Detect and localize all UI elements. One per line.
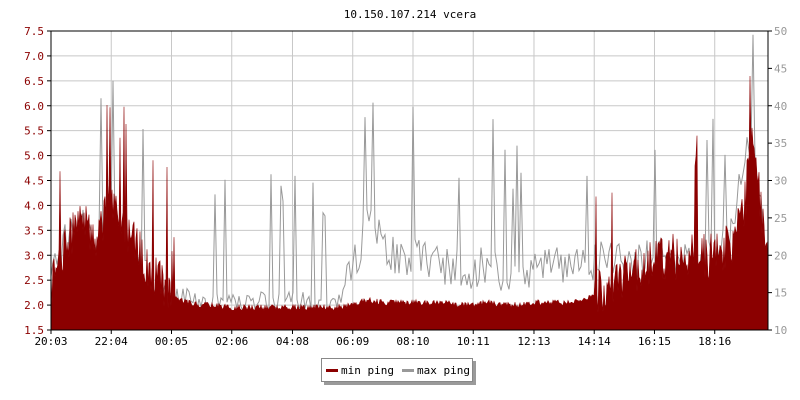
x-tick-label-2: 00:05 — [155, 335, 188, 348]
right-tick-label-5: 35 — [774, 137, 787, 150]
series-layer — [50, 34, 769, 331]
left-tick-label-6: 4.5 — [24, 175, 44, 188]
x-tick-label-6: 08:10 — [396, 335, 429, 348]
left-tick-label-4: 3.5 — [24, 224, 44, 237]
left-tick-label-11: 7.0 — [24, 50, 44, 63]
x-axis-ticks: 20:03 22:04 00:05 02:06 04:08 06:09 08:10 10:11… — [34, 330, 731, 348]
right-tick-label-1: 15 — [774, 287, 787, 300]
right-tick-label-0: 10 — [774, 324, 787, 337]
left-tick-label-7: 5.0 — [24, 150, 44, 163]
left-tick-label-8: 5.5 — [24, 125, 44, 138]
max-ping-swatch — [401, 368, 414, 372]
left-tick-label-1: 2.0 — [24, 299, 44, 312]
legend-item-min-ping: min ping — [326, 364, 394, 377]
right-tick-label-2: 20 — [774, 249, 787, 262]
x-tick-label-5: 06:09 — [336, 335, 369, 348]
right-tick-label-8: 50 — [774, 25, 787, 38]
min-ping-swatch — [326, 368, 338, 372]
x-tick-label-10: 16:15 — [638, 335, 671, 348]
left-tick-label-9: 6.0 — [24, 100, 44, 113]
right-tick-label-4: 30 — [774, 175, 787, 188]
x-tick-label-9: 14:14 — [578, 335, 611, 348]
x-tick-label-4: 04:08 — [276, 335, 309, 348]
x-tick-label-3: 02:06 — [215, 335, 248, 348]
left-tick-label-10: 6.5 — [24, 75, 44, 88]
right-axis-ticks: 10 15 20 25 30 35 40 45 50 — [768, 25, 787, 337]
right-tick-label-3: 25 — [774, 212, 787, 225]
x-tick-label-8: 12:13 — [517, 335, 550, 348]
left-axis-ticks: 1.5 2.0 2.5 3.0 3.5 4.0 4.5 5.0 5.5 6.0 6.5 7.0 7.5 — [24, 25, 51, 337]
x-tick-label-7: 10:11 — [457, 335, 490, 348]
left-tick-label-3: 3.0 — [24, 249, 44, 262]
x-tick-label-11: 18:16 — [698, 335, 731, 348]
legend-label-max-ping: max ping — [416, 363, 470, 377]
left-tick-label-2: 2.5 — [24, 274, 44, 287]
legend-label-min-ping: min ping — [341, 363, 394, 377]
chart-title: 10.150.107.214 vcera — [344, 8, 476, 21]
left-tick-label-5: 4.0 — [24, 199, 44, 212]
x-tick-label-0: 20:03 — [34, 335, 67, 348]
legend: min ping max ping — [321, 358, 473, 382]
right-tick-label-7: 45 — [774, 62, 787, 75]
x-tick-label-1: 22:04 — [95, 335, 128, 348]
series-min-ping-area — [50, 75, 769, 331]
left-tick-label-12: 7.5 — [24, 25, 44, 38]
legend-item-max-ping: max ping — [401, 363, 470, 377]
right-tick-label-6: 40 — [774, 100, 787, 113]
left-tick-label-0: 1.5 — [24, 324, 44, 337]
